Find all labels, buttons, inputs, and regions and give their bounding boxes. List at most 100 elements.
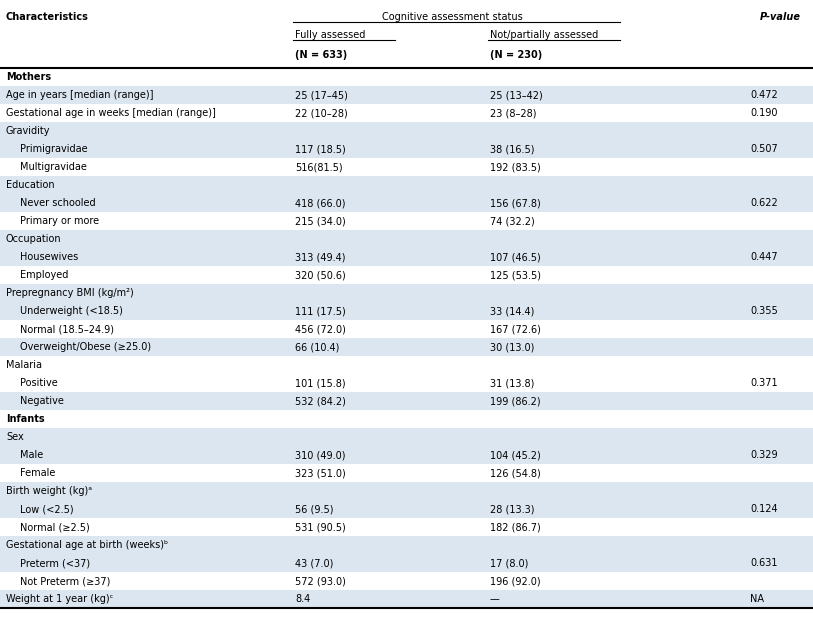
Bar <box>0 194 813 212</box>
Text: 313 (49.4): 313 (49.4) <box>295 252 346 262</box>
Text: Prepregnancy BMI (kg/m²): Prepregnancy BMI (kg/m²) <box>6 288 134 298</box>
Bar <box>0 428 813 446</box>
Text: 215 (34.0): 215 (34.0) <box>295 216 346 226</box>
Bar <box>0 248 813 266</box>
Text: 104 (45.2): 104 (45.2) <box>490 450 541 460</box>
Text: Age in years [median (range)]: Age in years [median (range)] <box>6 90 154 100</box>
Text: 111 (17.5): 111 (17.5) <box>295 306 346 316</box>
Bar <box>0 122 813 140</box>
Text: 0.371: 0.371 <box>750 378 777 388</box>
Text: Primary or more: Primary or more <box>20 216 99 226</box>
Text: 0.622: 0.622 <box>750 198 778 208</box>
Text: Negative: Negative <box>20 396 64 406</box>
Bar <box>0 446 813 464</box>
Text: 101 (15.8): 101 (15.8) <box>295 378 346 388</box>
Text: 196 (92.0): 196 (92.0) <box>490 576 541 586</box>
Text: Infants: Infants <box>6 414 45 424</box>
Text: 43 (7.0): 43 (7.0) <box>295 558 333 568</box>
Text: 22 (10–28): 22 (10–28) <box>295 108 348 118</box>
Text: Birth weight (kg)ᵃ: Birth weight (kg)ᵃ <box>6 486 92 496</box>
Text: 199 (86.2): 199 (86.2) <box>490 396 541 406</box>
Text: 182 (86.7): 182 (86.7) <box>490 522 541 532</box>
Bar <box>0 536 813 554</box>
Text: 320 (50.6): 320 (50.6) <box>295 270 346 280</box>
Text: 0.472: 0.472 <box>750 90 778 100</box>
Bar <box>0 338 813 356</box>
Text: Malaria: Malaria <box>6 360 42 370</box>
Text: 531 (90.5): 531 (90.5) <box>295 522 346 532</box>
Text: Never schooled: Never schooled <box>20 198 96 208</box>
Text: 33 (14.4): 33 (14.4) <box>490 306 534 316</box>
Text: Occupation: Occupation <box>6 234 62 244</box>
Text: Gravidity: Gravidity <box>6 126 50 136</box>
Text: Characteristics: Characteristics <box>6 12 89 22</box>
Text: 66 (10.4): 66 (10.4) <box>295 342 339 352</box>
Text: —: — <box>490 594 500 604</box>
Text: Not Preterm (≥37): Not Preterm (≥37) <box>20 576 111 586</box>
Bar <box>0 482 813 500</box>
Text: Cognitive assessment status: Cognitive assessment status <box>382 12 523 22</box>
Text: (N = 230): (N = 230) <box>490 50 542 60</box>
Text: 0.190: 0.190 <box>750 108 777 118</box>
Text: Employed: Employed <box>20 270 68 280</box>
Text: 532 (84.2): 532 (84.2) <box>295 396 346 406</box>
Text: Normal (≥2.5): Normal (≥2.5) <box>20 522 89 532</box>
Text: Male: Male <box>20 450 43 460</box>
Bar <box>0 140 813 158</box>
Text: Normal (18.5–24.9): Normal (18.5–24.9) <box>20 324 114 334</box>
Bar <box>0 302 813 320</box>
Text: Fully assessed: Fully assessed <box>295 30 365 40</box>
Bar <box>0 554 813 572</box>
Text: 126 (54.8): 126 (54.8) <box>490 468 541 478</box>
Text: Education: Education <box>6 180 54 190</box>
Text: 156 (67.8): 156 (67.8) <box>490 198 541 208</box>
Text: (N = 633): (N = 633) <box>295 50 347 60</box>
Text: 74 (32.2): 74 (32.2) <box>490 216 535 226</box>
Text: 25 (17–45): 25 (17–45) <box>295 90 348 100</box>
Bar <box>0 500 813 518</box>
Text: 0.355: 0.355 <box>750 306 778 316</box>
Text: 125 (53.5): 125 (53.5) <box>490 270 541 280</box>
Text: 0.124: 0.124 <box>750 504 777 514</box>
Text: 516(81.5): 516(81.5) <box>295 162 342 172</box>
Text: Gestational age at birth (weeks)ᵇ: Gestational age at birth (weeks)ᵇ <box>6 540 168 550</box>
Bar <box>0 176 813 194</box>
Text: Housewives: Housewives <box>20 252 78 262</box>
Text: 8.4: 8.4 <box>295 594 311 604</box>
Bar <box>0 590 813 608</box>
Text: 0.447: 0.447 <box>750 252 777 262</box>
Text: 23 (8–28): 23 (8–28) <box>490 108 537 118</box>
Text: 0.507: 0.507 <box>750 144 778 154</box>
Text: 28 (13.3): 28 (13.3) <box>490 504 534 514</box>
Text: 17 (8.0): 17 (8.0) <box>490 558 528 568</box>
Text: 192 (83.5): 192 (83.5) <box>490 162 541 172</box>
Text: Female: Female <box>20 468 55 478</box>
Text: 572 (93.0): 572 (93.0) <box>295 576 346 586</box>
Text: Gestational age in weeks [median (range)]: Gestational age in weeks [median (range)… <box>6 108 216 118</box>
Text: Sex: Sex <box>6 432 24 442</box>
Text: 107 (46.5): 107 (46.5) <box>490 252 541 262</box>
Text: 456 (72.0): 456 (72.0) <box>295 324 346 334</box>
Text: 31 (13.8): 31 (13.8) <box>490 378 534 388</box>
Text: 323 (51.0): 323 (51.0) <box>295 468 346 478</box>
Text: Overweight/Obese (≥25.0): Overweight/Obese (≥25.0) <box>20 342 151 352</box>
Text: Mothers: Mothers <box>6 72 51 82</box>
Text: Low (<2.5): Low (<2.5) <box>20 504 74 514</box>
Text: Underweight (<18.5): Underweight (<18.5) <box>20 306 123 316</box>
Text: Preterm (<37): Preterm (<37) <box>20 558 90 568</box>
Text: 0.329: 0.329 <box>750 450 777 460</box>
Text: 38 (16.5): 38 (16.5) <box>490 144 534 154</box>
Text: Positive: Positive <box>20 378 58 388</box>
Text: Not/partially assessed: Not/partially assessed <box>490 30 598 40</box>
Bar <box>0 392 813 410</box>
Text: 56 (9.5): 56 (9.5) <box>295 504 333 514</box>
Text: 30 (13.0): 30 (13.0) <box>490 342 534 352</box>
Bar <box>0 284 813 302</box>
Text: NA: NA <box>750 594 764 604</box>
Bar <box>0 230 813 248</box>
Text: P-value: P-value <box>760 12 801 22</box>
Text: Weight at 1 year (kg)ᶜ: Weight at 1 year (kg)ᶜ <box>6 594 113 604</box>
Text: 310 (49.0): 310 (49.0) <box>295 450 346 460</box>
Text: 0.631: 0.631 <box>750 558 777 568</box>
Text: 167 (72.6): 167 (72.6) <box>490 324 541 334</box>
